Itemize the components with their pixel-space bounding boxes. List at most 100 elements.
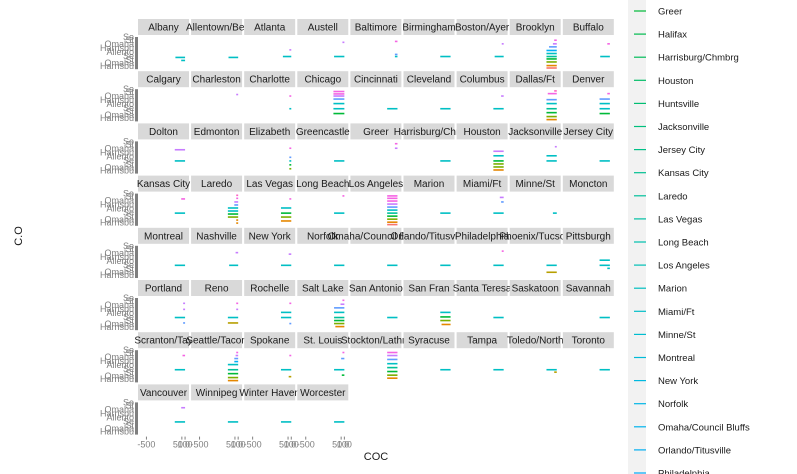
bar-segment [175, 56, 186, 59]
facet-strip [244, 175, 296, 192]
bar-segment [493, 160, 504, 162]
facet-panel: Winter Haven [239, 384, 300, 423]
facet-label: Santa Teresa [453, 284, 512, 295]
facet-panel: Moncton [562, 175, 614, 192]
bar-segment [600, 55, 610, 58]
bar-segment [599, 160, 610, 162]
legend-item: Las Vegas [634, 214, 703, 225]
facet-strip [191, 71, 243, 88]
facet-panel: Syracuse [403, 332, 455, 371]
facet-panel: Kansas City [137, 175, 190, 214]
facet-panel: Allentown/Bet [186, 19, 247, 59]
facet-label: Vancouver [140, 388, 188, 399]
facet-strip [191, 384, 243, 401]
bar-segment [174, 368, 186, 371]
facet-label: Buffalo [573, 23, 604, 34]
legend-label: Jersey City [658, 145, 705, 156]
bar-segment [288, 375, 292, 378]
bar-segment [440, 107, 451, 110]
legend-label: New York [658, 376, 698, 387]
facet-label: Greencastle [296, 127, 350, 138]
facet-label: Winter Haven [239, 388, 300, 399]
facet-panel: Toronto [562, 332, 614, 371]
y-tick-label: Harrisbu [100, 322, 134, 332]
facet-label: Omaha/Council Bluffs [328, 231, 425, 242]
y-tick-label: Se [123, 136, 134, 146]
bar-segment [183, 302, 186, 305]
y-axis-ticks-row: SeStOmahaHarrisbuAllentoSeStOmahaHarrisb… [100, 32, 138, 71]
facet-panel: St. Louis [297, 332, 349, 376]
bar-segment [493, 163, 504, 165]
y-axis-ticks-row: SeStOmahaHarrisbuAllentoSeStOmahaHarrisb… [100, 84, 138, 123]
y-tick-label: Allento [106, 308, 134, 318]
facet-label: Orlando/Titusville [391, 231, 468, 242]
facet-strip [456, 280, 508, 296]
bar-segment [599, 102, 610, 105]
bar-segment [227, 207, 239, 209]
x-tick-label: -500 [297, 440, 315, 450]
y-tick-label: Harrisbu [100, 356, 134, 366]
facet-strip [456, 19, 508, 35]
x-tick-label: 50 [226, 440, 236, 450]
bar-segment [227, 322, 239, 324]
bar-segment [394, 147, 398, 150]
facet-panel: Brooklyn [509, 19, 561, 69]
y-tick-label: Se [123, 345, 134, 355]
facet-strip [403, 332, 455, 349]
bar-segment [546, 64, 557, 67]
y-tick-label: Allento [106, 360, 134, 370]
facet-label: Norfolk [307, 231, 340, 242]
bar-segment [493, 166, 504, 168]
bar-segment [387, 354, 398, 357]
legend-label: Los Angeles [658, 261, 710, 272]
facet-strip [403, 175, 455, 192]
x-tick-label: 100 [178, 440, 193, 450]
facet-panel: Austell [297, 19, 349, 58]
facet-strip [138, 123, 189, 140]
facet-panel: Las Vegas [244, 175, 296, 222]
bar-segment [227, 213, 239, 215]
legend-item: Montreal [634, 353, 695, 364]
facet-label: Las Vegas [246, 179, 293, 190]
facet-strip [297, 19, 349, 35]
bar-segment [174, 421, 186, 423]
facet-panels: SeStOmahaHarrisbuAllentoSeStOmahaHarrisb… [100, 19, 614, 450]
facet-label: Pittsburgh [566, 231, 611, 242]
facet-panel: Montreal [138, 227, 189, 267]
legend-label: Greer [658, 7, 682, 18]
y-tick-label: Harrisbu [100, 95, 134, 105]
facet-panel: Buffalo [562, 19, 614, 58]
bar-segment [227, 363, 239, 366]
y-tick-label: Se [123, 51, 134, 61]
facet-panel: San Antonio [349, 280, 403, 319]
facet-strip [562, 227, 614, 244]
facet-strip [297, 123, 349, 140]
y-tick-marks [135, 298, 138, 331]
y-tick-label: St [125, 107, 134, 117]
facet-strip [244, 123, 296, 140]
bar-segment [234, 201, 239, 203]
bar-segment [340, 303, 345, 306]
bar-segment [181, 198, 186, 200]
legend-item: Norfolk [634, 399, 688, 410]
bar-segment [387, 197, 398, 200]
y-tick-label: Harrisbu [100, 304, 134, 314]
bar-segment [546, 58, 557, 60]
y-tick-label: St [125, 35, 134, 45]
bar-segment [440, 311, 451, 314]
bar-segment [599, 368, 610, 371]
legend-label: Harrisburg/Chmbrg [658, 53, 739, 64]
facet-label: Toledo/North [507, 336, 564, 347]
y-tick-label: St [125, 212, 134, 222]
bar-segment [183, 308, 186, 311]
bar-segment [236, 194, 239, 197]
bar-segment [546, 55, 557, 58]
bar-segment [552, 212, 557, 214]
bar-segment [229, 264, 239, 267]
facet-panel: Boston/Ayer [455, 19, 510, 58]
facet-label: Calgary [146, 75, 180, 86]
bar-segment [341, 374, 345, 376]
facet-label: Phoenix/Tucson [500, 231, 571, 242]
bar-segment [394, 53, 398, 56]
facet-strip [191, 280, 243, 296]
